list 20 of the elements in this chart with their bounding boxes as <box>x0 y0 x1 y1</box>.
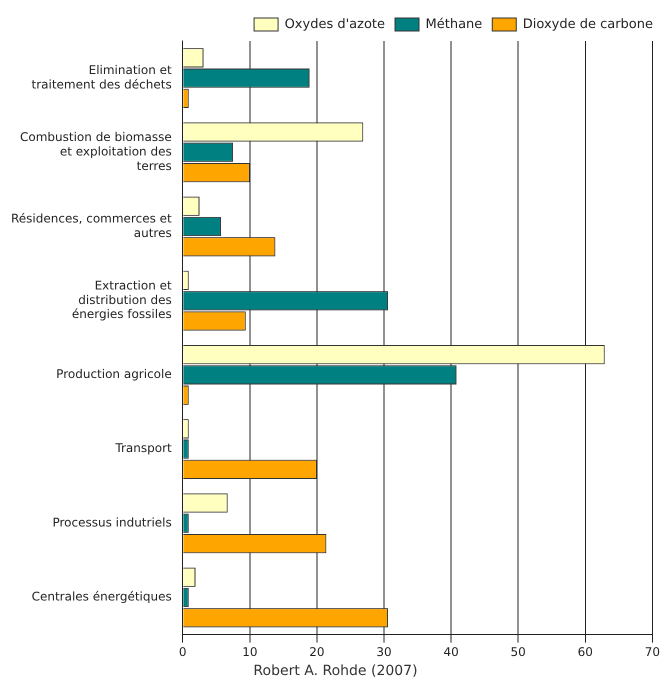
y-tick-label: Elimination et traitement des déchets <box>32 63 172 92</box>
y-tick-label: Processus indutriels <box>52 515 172 530</box>
y-tick-label: Combustion de biomasse et exploitation des terres <box>20 130 172 173</box>
x-tick-label: 30 <box>376 644 392 659</box>
y-tick-label: Résidences, commerces et autres <box>10 211 172 240</box>
y-tick-label: Transport <box>114 441 172 456</box>
text: Robert A. Rohde (2007) <box>252 663 419 679</box>
legend-label: Dioxyde de carbone <box>522 16 654 32</box>
legend-label: Méthane <box>426 16 482 32</box>
x-tick-label: 70 <box>644 644 660 659</box>
x-tick-label: 60 <box>578 644 593 659</box>
x-tick-label: 20 <box>309 644 325 659</box>
legend-label: Oxydes d'azote <box>284 16 386 32</box>
y-tick-label: Extraction et distribution des énergies fossiles <box>72 278 172 322</box>
y-tick-label: Production agricole <box>56 367 172 382</box>
x-tick-label: 40 <box>443 644 459 659</box>
y-tick-label: Centrales énergétiques <box>32 590 172 604</box>
x-tick-label: 50 <box>510 644 526 659</box>
x-tick-label: 0 <box>178 644 187 659</box>
x-tick-label: 10 <box>242 644 258 659</box>
